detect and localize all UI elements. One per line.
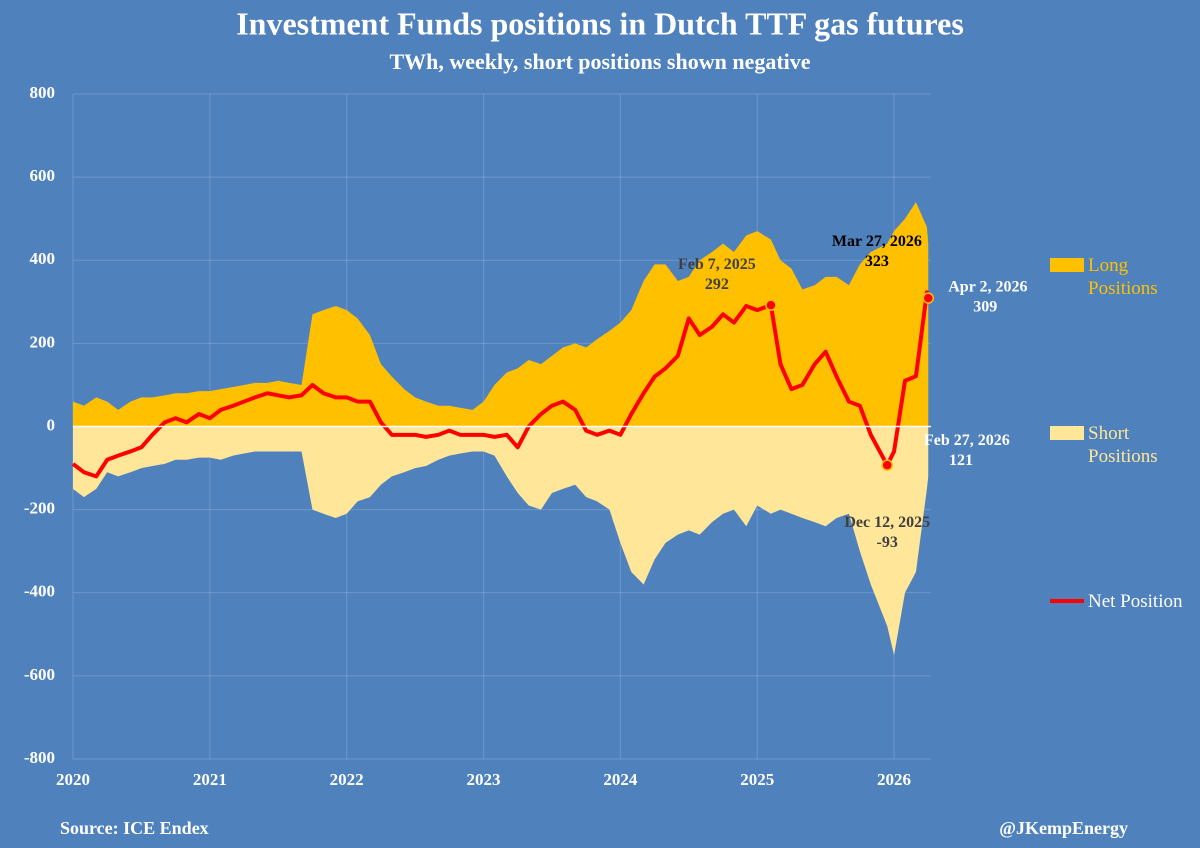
- y-tick-label: 400: [30, 249, 56, 268]
- y-tick-label: 0: [47, 415, 56, 434]
- y-tick-label: -600: [24, 665, 55, 684]
- y-tick-label: 600: [30, 166, 56, 185]
- credit: @JKempEnergy: [999, 818, 1128, 838]
- y-tick-label: -200: [24, 499, 55, 518]
- area: [73, 426, 929, 656]
- annotation-label: Apr 2, 2026: [948, 279, 1027, 296]
- area: [73, 202, 929, 427]
- annotation-value: 121: [949, 452, 973, 469]
- legend-label: Long Positions: [1088, 255, 1158, 299]
- annotation-dot: [922, 292, 935, 304]
- annotation-label: Feb 27, 2026: [924, 432, 1010, 449]
- chart-subtitle: TWh, weekly, short positions shown negat…: [389, 49, 810, 74]
- annotation-dot: [765, 299, 777, 311]
- chart-title: Investment Funds positions in Dutch TTF …: [236, 5, 964, 41]
- annotation-value: -93: [877, 534, 898, 551]
- annotation-label: Feb 7, 2025: [678, 256, 756, 273]
- annotation-value: 323: [865, 253, 889, 270]
- x-tick-label: 2023: [467, 770, 501, 789]
- y-tick-label: 800: [30, 83, 56, 102]
- y-tick-label: -400: [24, 582, 55, 601]
- annotation-dot: [881, 459, 893, 471]
- annotation-label: Mar 27, 2026: [832, 233, 922, 250]
- annotation-label: Dec 12, 2025: [844, 514, 930, 531]
- y-tick-label: -800: [24, 748, 55, 767]
- legend-swatch: [1050, 258, 1084, 272]
- annotation-value: 292: [705, 276, 729, 293]
- x-tick-label: 2025: [740, 770, 774, 789]
- x-tick-label: 2022: [330, 770, 364, 789]
- legend-label: Short Positions: [1088, 423, 1158, 467]
- x-tick-label: 2021: [193, 770, 227, 789]
- y-tick-label: 200: [30, 332, 56, 351]
- x-tick-label: 2026: [877, 770, 911, 789]
- legend-swatch: [1050, 426, 1084, 440]
- line: [71, 290, 931, 479]
- legend-label: Net Position: [1088, 591, 1183, 612]
- annotation-value: 309: [973, 299, 997, 316]
- x-tick-label: 2024: [603, 770, 638, 789]
- source: Source: ICE Endex: [60, 818, 209, 838]
- x-tick-label: 2020: [56, 770, 90, 789]
